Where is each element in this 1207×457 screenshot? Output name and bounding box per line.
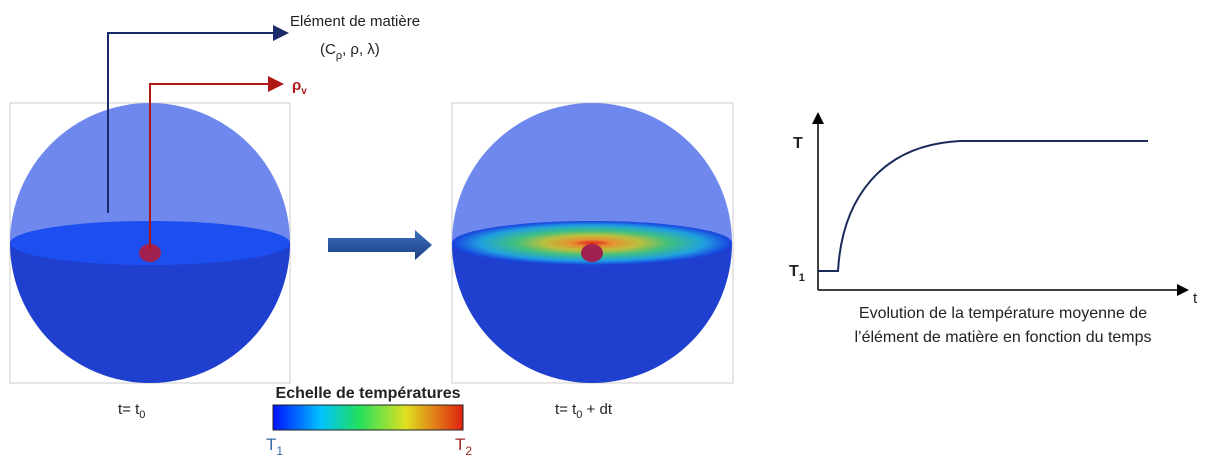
source-label: ρv	[292, 77, 307, 97]
material-pointer	[107, 25, 289, 213]
text: t= t	[118, 401, 140, 418]
text: , ρ, λ)	[342, 41, 380, 58]
lower-half	[10, 243, 290, 383]
graph-caption: Evolution de la température moyenne de	[859, 305, 1147, 322]
text: ρ	[336, 50, 342, 62]
material-title: Elément de matière	[290, 13, 420, 30]
sphere-right	[451, 102, 734, 384]
text: t= t	[555, 401, 577, 418]
equator-heat	[452, 221, 732, 265]
text: T	[455, 435, 465, 454]
source	[139, 244, 161, 262]
scale-min: T1	[266, 435, 283, 457]
text: T	[266, 435, 276, 454]
y-label: T	[793, 135, 803, 152]
source	[581, 244, 603, 262]
sphere-left	[9, 102, 291, 384]
text: 0	[139, 409, 145, 421]
right-caption: t= t0 + dt	[555, 401, 613, 421]
color-bar	[272, 404, 464, 431]
scale-title: Echelle de températures	[276, 385, 461, 402]
text: T	[789, 263, 799, 280]
left-caption: t= t0	[118, 401, 145, 421]
transition-arrow	[328, 230, 432, 260]
material-props: (Cρ, ρ, λ)	[320, 41, 380, 62]
lower-half	[452, 243, 732, 383]
text: + dt	[582, 401, 612, 418]
temperature-curve	[818, 140, 1148, 272]
text: (C	[320, 41, 336, 58]
graph-caption: l’élément de matière en fonction du temp…	[854, 329, 1151, 346]
text: 1	[276, 444, 283, 457]
scale-max: T2	[455, 435, 472, 457]
text: v	[301, 86, 307, 97]
text: 2	[465, 444, 472, 457]
y-low-label: T1	[789, 263, 805, 284]
source-pointer	[149, 76, 284, 250]
upper-half	[452, 103, 732, 243]
text: 0	[576, 409, 582, 421]
text: 1	[799, 272, 805, 284]
text: ρ	[292, 77, 301, 94]
x-label: t	[1193, 290, 1198, 307]
